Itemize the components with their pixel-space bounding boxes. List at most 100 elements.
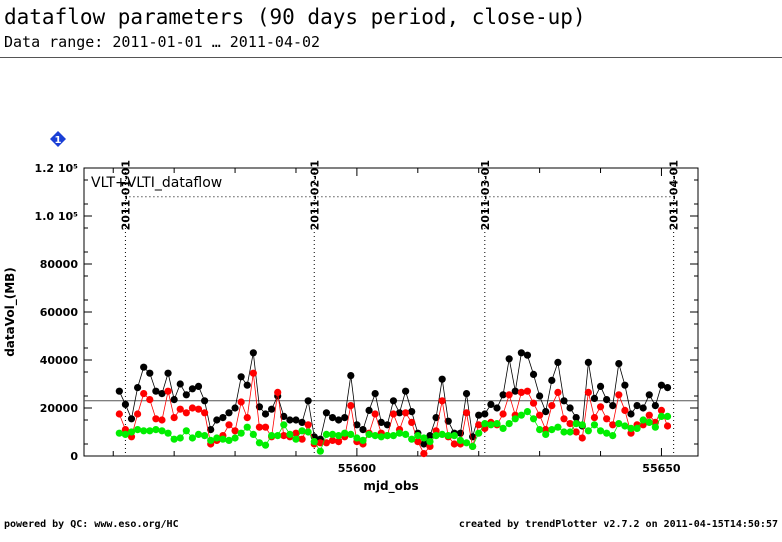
data-point xyxy=(590,414,599,422)
data-point xyxy=(523,351,532,359)
data-point xyxy=(243,381,251,389)
data-point xyxy=(505,420,513,428)
data-point xyxy=(292,435,300,443)
data-point xyxy=(194,405,203,413)
data-point xyxy=(127,415,136,423)
data-point xyxy=(657,406,666,414)
data-point xyxy=(176,434,184,442)
data-point xyxy=(134,426,142,434)
data-point xyxy=(158,390,166,398)
data-point xyxy=(554,358,562,366)
data-point xyxy=(505,391,513,399)
data-point xyxy=(341,429,349,437)
data-point xyxy=(188,385,197,393)
data-point xyxy=(487,400,495,408)
data-point xyxy=(548,376,556,384)
data-point xyxy=(377,433,385,441)
data-point xyxy=(566,420,574,428)
data-point xyxy=(426,438,434,446)
data-point xyxy=(560,397,568,405)
data-point xyxy=(621,422,629,430)
data-point xyxy=(462,390,471,398)
series-group xyxy=(115,349,672,448)
data-point xyxy=(432,432,440,440)
data-point xyxy=(121,430,130,438)
data-point xyxy=(560,428,568,436)
data-point xyxy=(456,436,465,444)
data-point xyxy=(359,436,367,444)
data-point xyxy=(462,439,471,447)
data-point xyxy=(292,429,300,437)
data-point xyxy=(469,442,477,450)
data-point xyxy=(115,387,123,395)
data-point xyxy=(395,409,404,417)
data-point xyxy=(383,432,391,440)
info-badge[interactable]: 1 xyxy=(50,131,66,147)
data-point xyxy=(657,412,666,420)
data-point xyxy=(615,420,623,428)
data-point xyxy=(505,355,513,363)
data-point xyxy=(261,410,270,418)
data-point xyxy=(322,430,331,438)
data-point xyxy=(268,432,276,440)
data-point xyxy=(274,432,282,440)
data-point xyxy=(164,387,172,395)
data-point xyxy=(560,415,568,423)
data-point xyxy=(207,426,215,434)
data-point xyxy=(590,394,599,402)
data-point xyxy=(316,447,324,455)
data-point xyxy=(438,430,446,438)
data-point xyxy=(493,404,501,412)
data-point xyxy=(493,420,501,428)
date-marker-label: 2011-04-01 xyxy=(668,160,681,230)
data-point xyxy=(663,412,672,420)
data-point xyxy=(310,438,318,446)
data-point xyxy=(194,430,203,438)
data-point xyxy=(371,390,379,398)
data-point xyxy=(280,421,288,429)
grid-lines xyxy=(84,196,698,402)
info-badge-diamond[interactable] xyxy=(50,131,66,147)
data-point xyxy=(219,414,227,422)
footer-generator: created by trendPlotter v2.7.2 on 2011-0… xyxy=(458,519,778,530)
data-point xyxy=(566,404,574,412)
data-point xyxy=(225,436,233,444)
data-point xyxy=(347,430,355,438)
data-point xyxy=(134,384,142,392)
data-point xyxy=(255,423,264,431)
data-point xyxy=(115,429,123,437)
data-point xyxy=(645,411,653,419)
data-series xyxy=(115,349,672,458)
data-point xyxy=(359,426,367,434)
data-point xyxy=(584,427,592,435)
data-point xyxy=(408,435,416,443)
data-point xyxy=(249,349,257,357)
data-point xyxy=(127,428,136,436)
data-point xyxy=(408,408,416,416)
data-point xyxy=(499,410,507,418)
y-axis-label: dataVol_(MB) xyxy=(3,267,18,357)
data-point xyxy=(542,430,550,438)
data-point xyxy=(371,432,379,440)
data-point xyxy=(182,427,190,435)
data-point xyxy=(201,397,209,405)
data-point xyxy=(292,416,300,424)
data-point xyxy=(164,369,172,377)
date-markers: 2011-01-01 2011-02-01 2011-03-01 2011-04-01 xyxy=(119,160,681,456)
data-point xyxy=(134,410,142,418)
data-point xyxy=(529,370,538,378)
data-point xyxy=(414,432,422,440)
data-point xyxy=(627,410,635,418)
data-point xyxy=(639,416,647,424)
data-point xyxy=(499,424,507,432)
data-point xyxy=(341,414,349,422)
x-tick-label: 55650 xyxy=(642,462,681,475)
data-point xyxy=(663,422,672,430)
data-point xyxy=(231,427,239,435)
data-point xyxy=(170,396,178,404)
data-point xyxy=(523,408,532,416)
data-point xyxy=(176,405,184,413)
data-point xyxy=(121,400,130,408)
data-point xyxy=(261,423,270,431)
data-point xyxy=(511,415,519,423)
